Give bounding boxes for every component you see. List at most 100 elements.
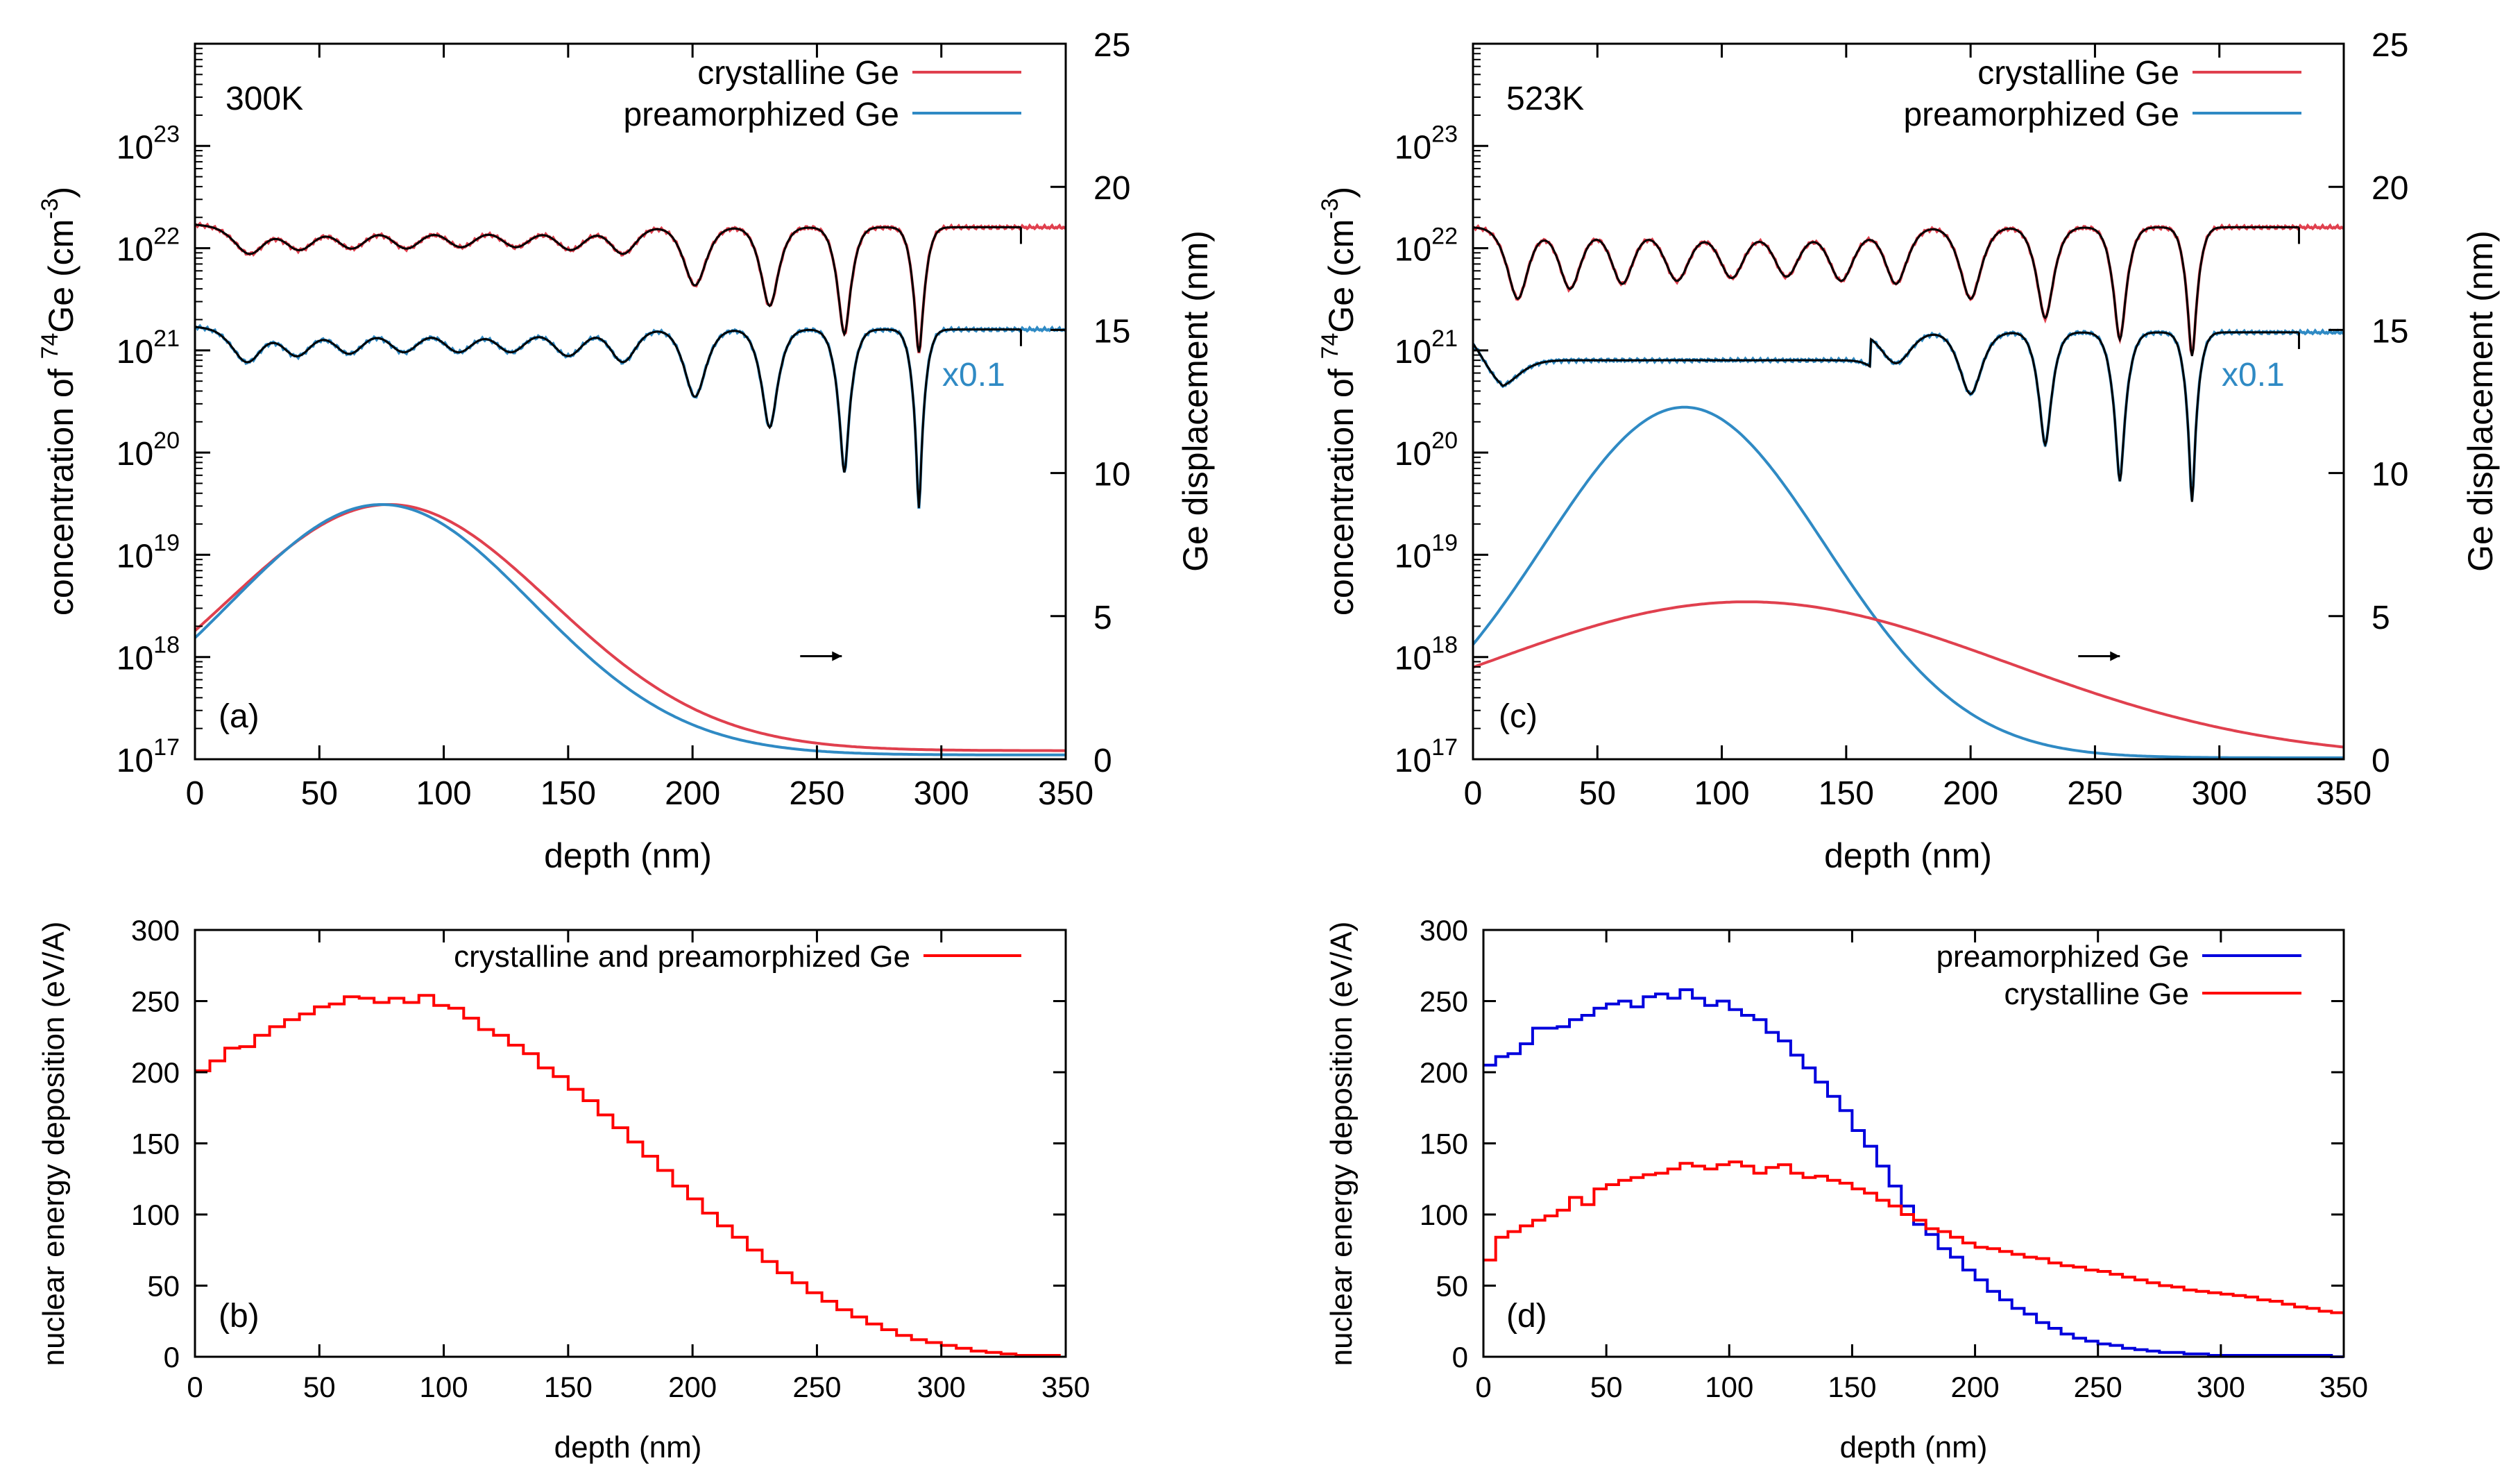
x-tick-label: 0	[187, 1371, 203, 1403]
y2-tick-label: 0	[2372, 743, 2390, 779]
y2-tick-label: 0	[1093, 743, 1112, 779]
chart-panel-c: 0 50 100 150 200 250 300 3501017101810191020102…	[1317, 27, 2500, 875]
y-axis-label-c: concentration of 74Ge (cm-3)	[1317, 187, 1361, 616]
y-tick-base: 10	[1395, 334, 1431, 371]
x-axis-label-d: depth (nm)	[1840, 1430, 1988, 1464]
x-tick-label: 250	[789, 775, 844, 812]
y2-tick-label: 5	[1093, 600, 1112, 636]
y-tick-label: 200	[131, 1056, 180, 1089]
y2-tick-label: 15	[2372, 313, 2408, 350]
y-tick-exponent: 20	[1431, 428, 1458, 454]
x-tick-label: 50	[301, 775, 338, 812]
x-tick-label: 350	[1038, 775, 1093, 812]
x-axis-label-b: depth (nm)	[554, 1430, 702, 1464]
chart-panel-b: 0 50 100 150 200 250 300 350050100150200250300 …	[37, 914, 1090, 1464]
x-tick-label: 50	[1579, 775, 1616, 812]
x-tick-label: 100	[420, 1371, 468, 1403]
x-tick-label: 150	[544, 1371, 593, 1403]
y-tick-label: 1023	[117, 121, 180, 166]
legend-entry-preamorphized-a: preamorphized Ge	[623, 96, 899, 133]
y-axis-label-b: nuclear energy deposition (eV/A)	[37, 922, 71, 1366]
displacement-preamorphized-c	[1472, 405, 2344, 759]
fit-curve-a	[194, 325, 1021, 508]
y2-tick-label: 15	[1093, 313, 1130, 350]
y-tick-label: 1021	[117, 325, 180, 371]
temperature-label-c: 523K	[1506, 81, 1584, 117]
y-tick-label: 1017	[117, 734, 180, 779]
y-tick-exponent: 20	[153, 428, 180, 454]
y-tick-base: 10	[117, 334, 153, 371]
y-tick-label: 150	[131, 1128, 180, 1160]
y-tick-exponent: 21	[1431, 325, 1458, 352]
x-tick-label: 100	[1694, 775, 1750, 812]
axis-ticks-d: 0 50 100 150 200 250 300 350 0 50 100 150 200 250 300	[1420, 914, 2368, 1403]
y-tick-base: 10	[117, 641, 153, 677]
y-tick-exponent: 23	[1431, 121, 1458, 147]
x-tick-label: 0	[1475, 1371, 1491, 1403]
y2-tick-label: 20	[1093, 170, 1130, 207]
x-tick-label: 200	[1943, 775, 1998, 812]
x-tick-label: 200	[665, 775, 720, 812]
displacement-preamorphized-a	[194, 503, 1066, 756]
legend-entry-preamorphized-c: preamorphized Ge	[1903, 96, 2179, 133]
plot-area-d	[1483, 988, 2344, 1358]
y-tick-exponent: 18	[153, 632, 180, 659]
x-tick-label: 350	[1041, 1371, 1090, 1403]
y-tick-base: 10	[1395, 232, 1431, 269]
x-tick-label: 0	[1464, 775, 1483, 812]
y-tick-label: 0	[164, 1341, 180, 1373]
y-tick-base: 10	[117, 232, 153, 269]
y-tick-label: 150	[1420, 1128, 1468, 1160]
x-tick-label: 0	[186, 775, 205, 812]
y-tick-exponent: 19	[1431, 530, 1458, 556]
x-tick-label: 200	[1951, 1371, 2000, 1403]
plot-frame-c	[1472, 42, 2345, 761]
y-tick-exponent: 18	[1431, 632, 1458, 659]
y-tick-base: 10	[117, 538, 153, 575]
y-tick-label: 1020	[1395, 428, 1458, 473]
y-tick-base: 10	[1395, 743, 1431, 779]
y-tick-label: 1017	[1395, 734, 1458, 779]
y-tick-label: 250	[131, 985, 180, 1018]
plot-area-a	[194, 221, 1067, 756]
legend-entry-combined-b: crystalline and preamorphized Ge	[454, 940, 910, 974]
scale-annotation-a: x0.1	[942, 357, 1005, 393]
panel-label-b: (b)	[219, 1298, 259, 1335]
x-axis-label-c: depth (nm)	[1824, 836, 1992, 875]
x-tick-label: 250	[792, 1371, 841, 1403]
y-tick-label: 250	[1420, 985, 1468, 1018]
y-tick-label: 1022	[1395, 223, 1458, 269]
plot-frame-a	[194, 42, 1067, 761]
y-tick-label: 100	[1420, 1199, 1468, 1231]
y-tick-label: 50	[1436, 1270, 1468, 1303]
y-tick-label: 1019	[117, 530, 180, 575]
legend-entry-preamorphized-d: preamorphized Ge	[1936, 940, 2189, 974]
chart-panel-a: 0 50 100 150 200 250 300 3501017101810191020102…	[37, 27, 1215, 875]
y2-axis-label-c: Ge displacement (nm)	[2461, 230, 2500, 572]
x-tick-label: 300	[2197, 1371, 2245, 1403]
y-axis-label-d: nuclear energy deposition (eV/A)	[1325, 922, 1359, 1366]
series-preamorphized-a-line	[194, 323, 1067, 509]
x-tick-label: 100	[1705, 1371, 1753, 1403]
fit-curve-a	[194, 223, 1021, 353]
y-tick-label: 1021	[1395, 325, 1458, 371]
x-tick-label: 250	[2067, 775, 2122, 812]
y2-tick-label: 5	[2372, 600, 2390, 636]
y-tick-label: 50	[147, 1270, 180, 1303]
y-tick-base: 10	[1395, 129, 1431, 166]
y2-tick-label: 25	[2372, 27, 2408, 64]
x-axis-label-a: depth (nm)	[544, 836, 712, 875]
right-axis-arrow-head	[832, 651, 842, 661]
x-tick-label: 300	[914, 775, 969, 812]
y-tick-label: 1022	[117, 223, 180, 269]
series-preamorphized-c-line	[1472, 328, 2345, 501]
displacement-crystalline-a	[194, 503, 1066, 752]
x-tick-label: 50	[1590, 1371, 1623, 1403]
y-tick-base: 10	[1395, 436, 1431, 473]
step-series-d-crystalline	[1483, 1160, 2344, 1314]
fit-curve-c	[1472, 331, 2299, 502]
panel-label-d: (d)	[1506, 1298, 1547, 1335]
y-tick-label: 1018	[1395, 632, 1458, 677]
plot-area-b	[195, 994, 1061, 1357]
